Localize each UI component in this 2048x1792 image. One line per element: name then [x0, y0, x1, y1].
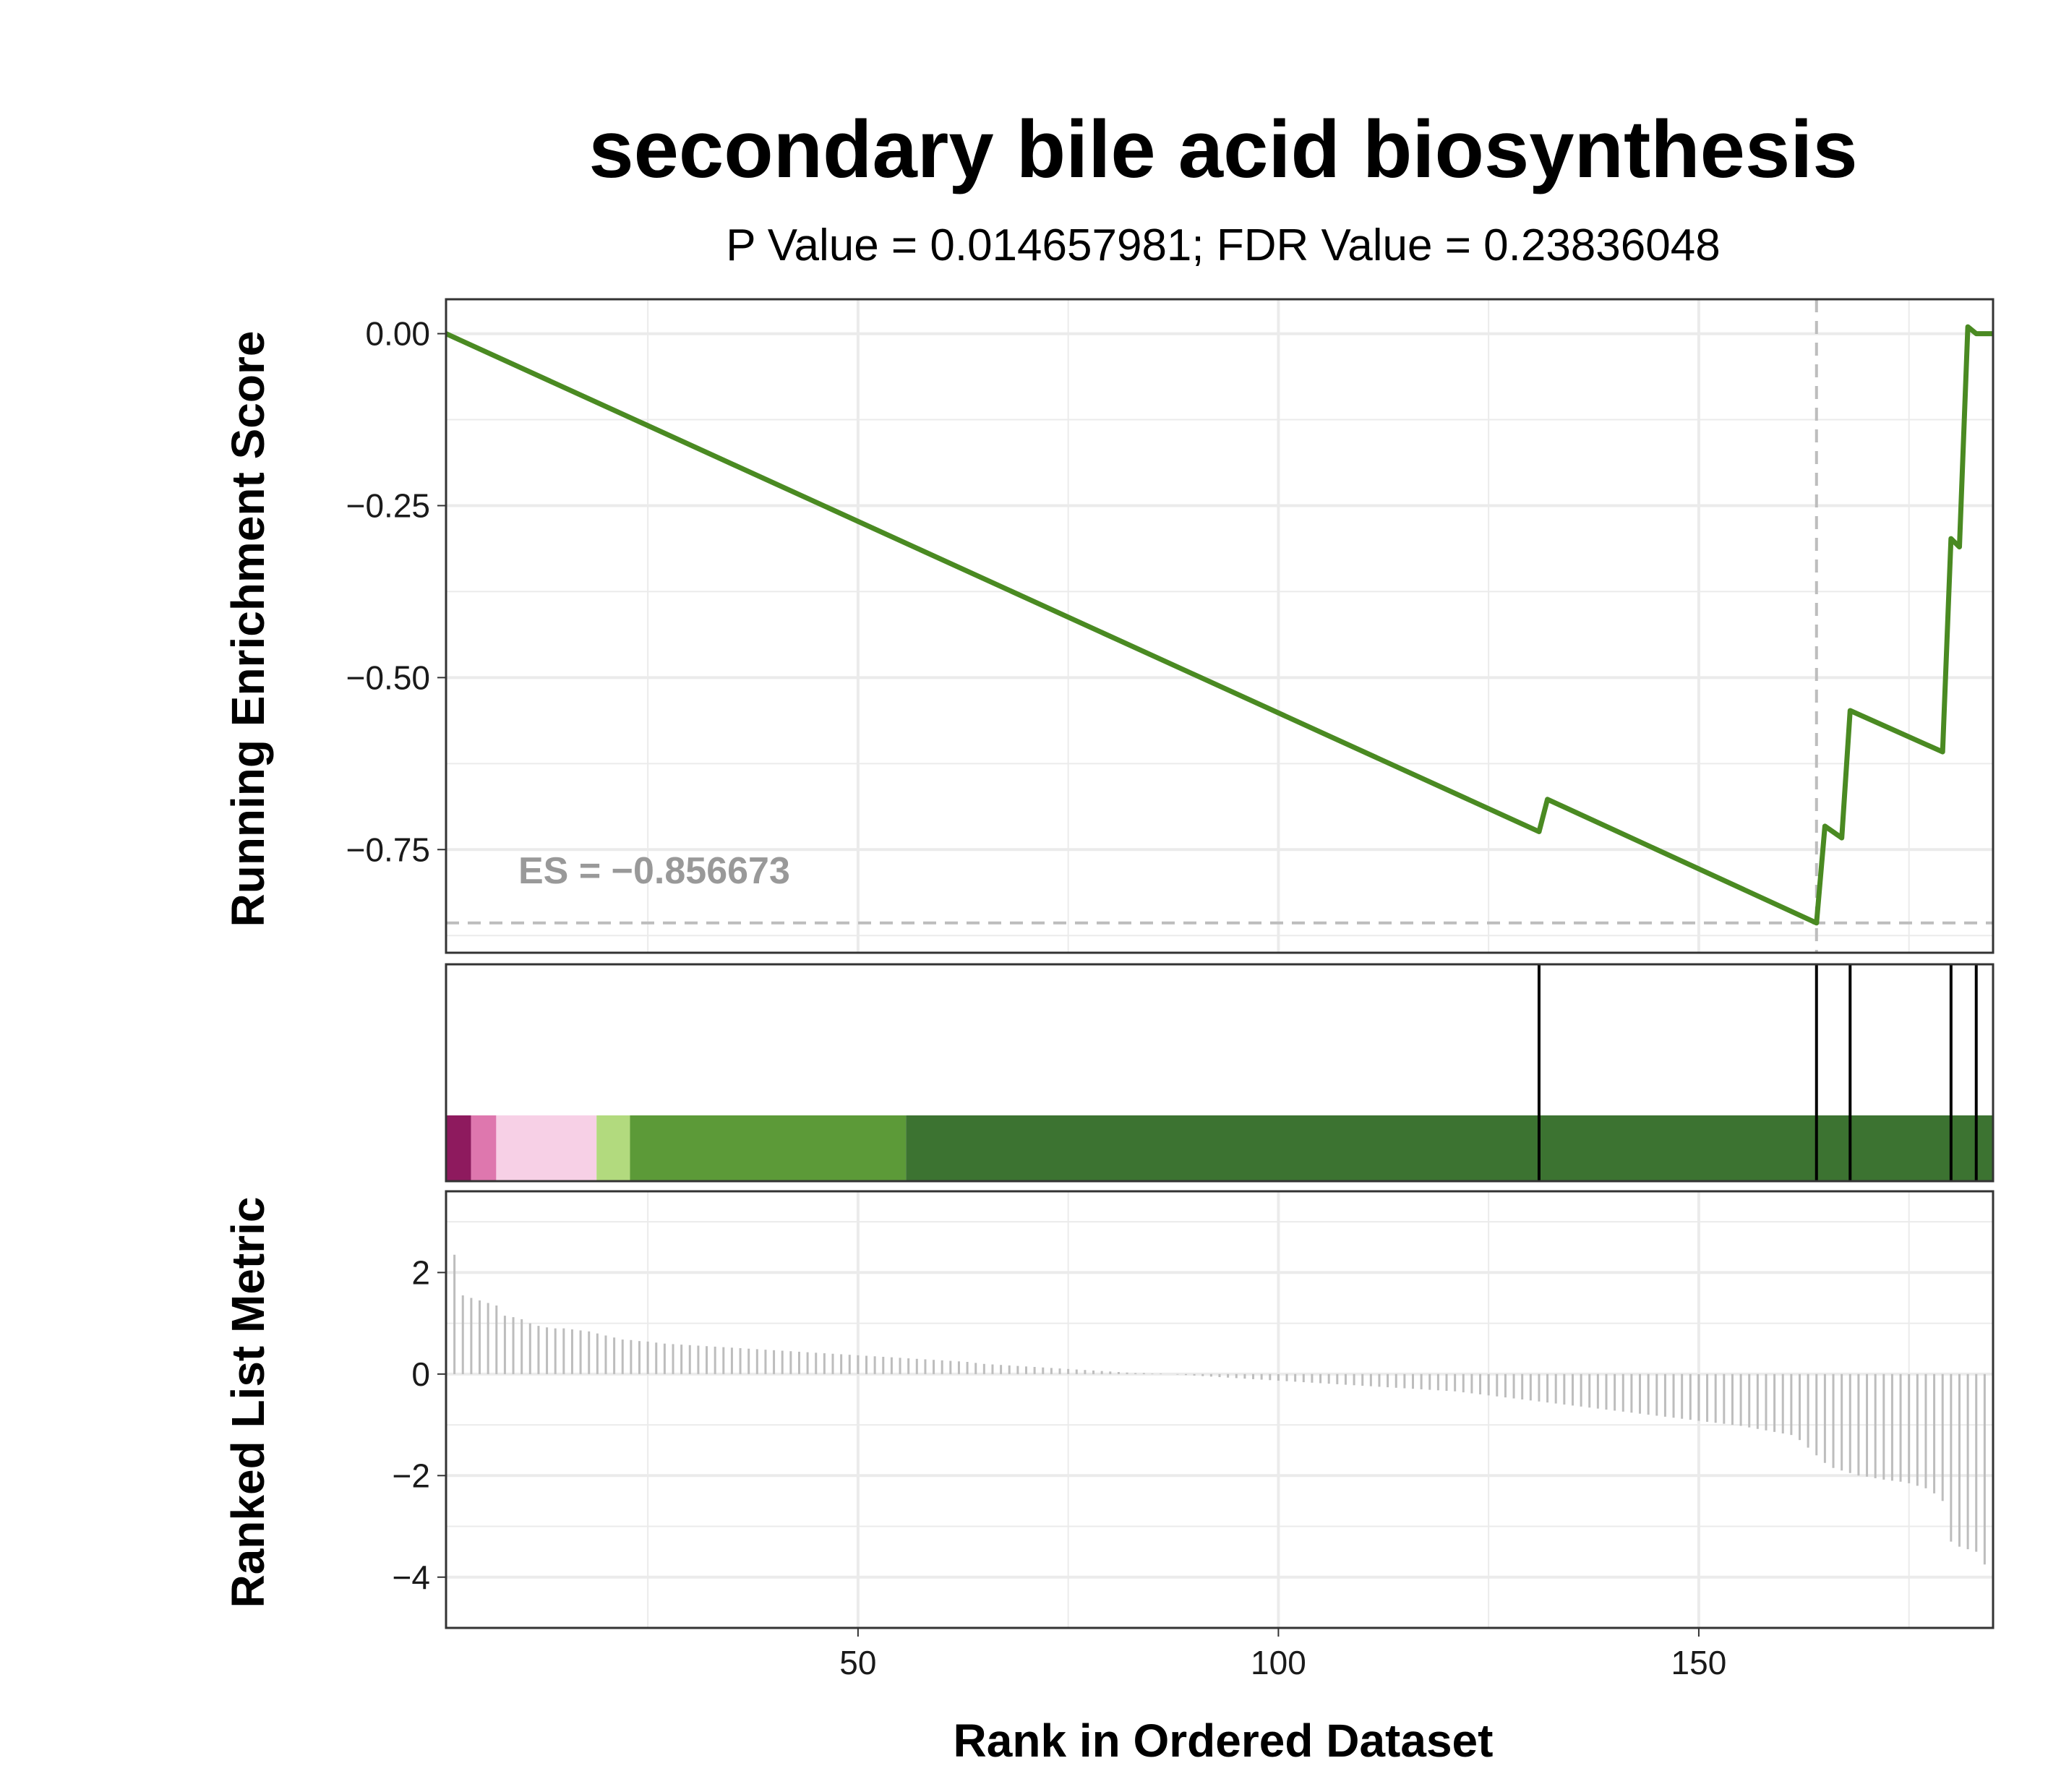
y-tick-label: 0	[411, 1355, 430, 1393]
y-tick-label: −0.75	[346, 831, 430, 868]
chart-subtitle: P Value = 0.014657981; FDR Value = 0.238…	[726, 220, 1720, 270]
rank-color-band	[496, 1115, 597, 1181]
running-score-frame	[445, 298, 1995, 954]
y-tick-label: −0.50	[346, 659, 430, 696]
x-axis-label: Rank in Ordered Dataset	[954, 1715, 1494, 1767]
rank-color-band	[906, 1115, 1993, 1181]
running-score-background	[446, 299, 1993, 953]
running-score-line	[445, 324, 1993, 926]
ranked-metric-ylabel: Ranked List Metric	[222, 1196, 274, 1608]
y-tick-label: −0.25	[346, 486, 430, 524]
ranked-metric-frame	[445, 1190, 1995, 1629]
chart-title: secondary bile acid biosynthesis	[588, 104, 1857, 194]
x-tick-label: 50	[839, 1644, 876, 1681]
y-tick-label: −2	[393, 1457, 430, 1494]
hit-positions-panel	[445, 963, 1995, 1183]
rank-color-band	[596, 1115, 630, 1181]
running-score-ylabel: Running Enrichment Score	[222, 331, 274, 927]
es-label: ES = −0.856673	[518, 850, 790, 892]
rank-color-band	[630, 1115, 907, 1181]
y-tick-label: 0.00	[365, 315, 430, 353]
ranked-metric-background	[446, 1191, 1993, 1628]
rank-color-band	[471, 1115, 497, 1181]
y-tick-label: 2	[411, 1253, 430, 1291]
rank-color-band	[446, 1115, 471, 1181]
ranked-metric-panel: 2 0 −2 −4 50 100 150	[393, 1190, 1995, 1681]
x-tick-label: 100	[1251, 1644, 1306, 1681]
hits-frame	[445, 963, 1995, 1183]
y-tick-label: −4	[393, 1559, 430, 1596]
running-score-panel: 0.00 −0.25 −0.50 −0.75 ES = −0.856673	[346, 298, 1995, 954]
x-tick-label: 150	[1671, 1644, 1727, 1681]
